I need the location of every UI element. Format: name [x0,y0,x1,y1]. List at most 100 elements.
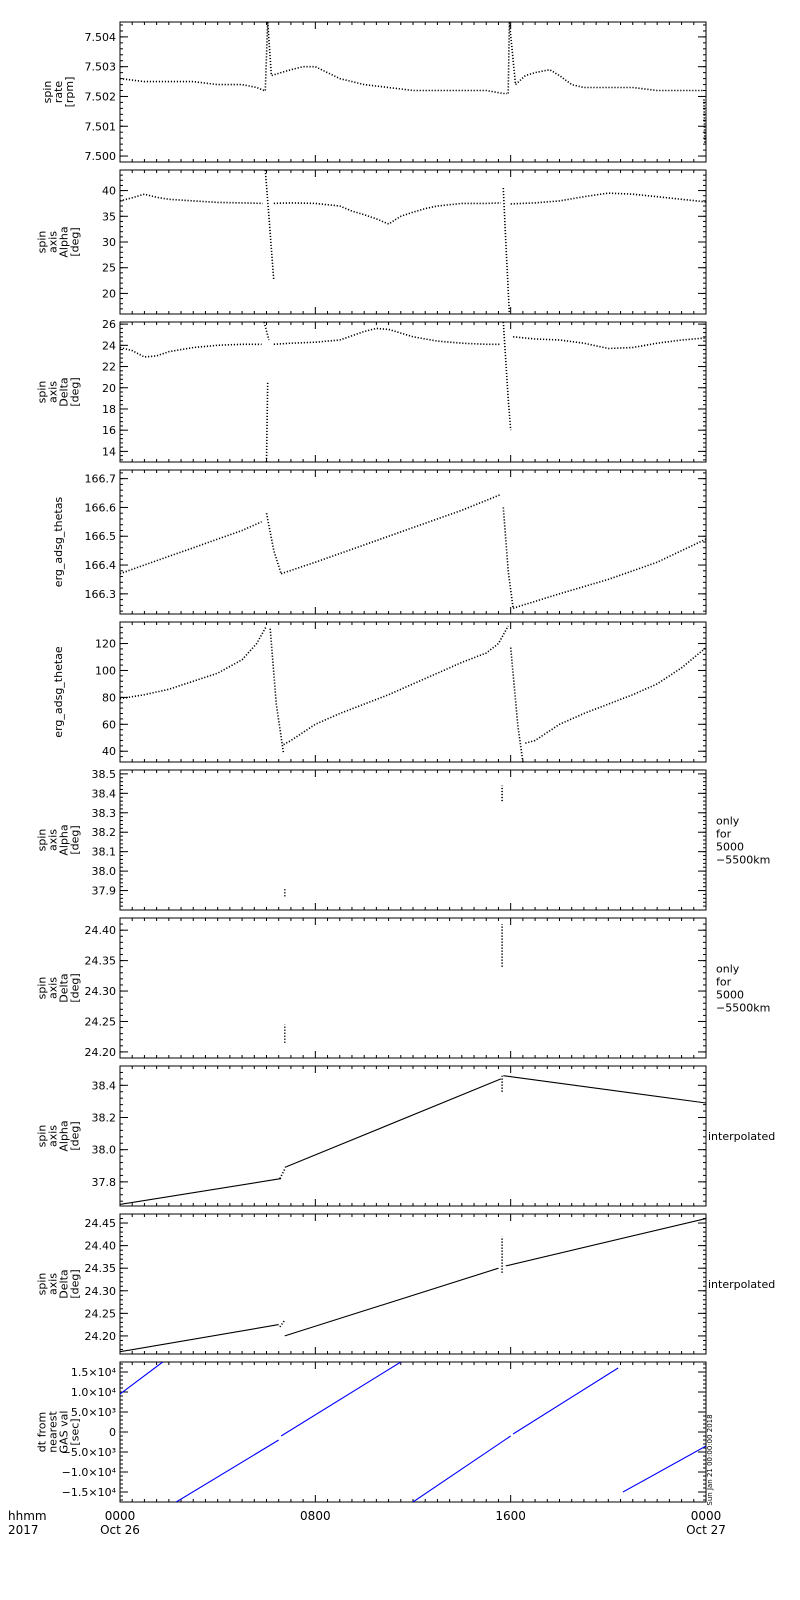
y-tick-label: 1.5×10⁴ [71,1366,117,1379]
y-axis-title: [rpm] [63,77,76,108]
data-group [120,1217,706,1353]
series-0-segment-2 [266,22,507,95]
y-axis-title: axis [47,231,60,253]
y-tick-label: 20 [102,287,116,300]
y-axis-title: spin [36,977,49,1000]
y-tick-label: 7.500 [85,150,117,163]
y-axis-title: [deg] [69,1121,82,1150]
x-tick-label: 1600 [495,1509,526,1523]
series-0-segment-4 [512,538,706,609]
y-axis-title: axis [47,1273,60,1295]
y-tick-label: −1.0×10⁴ [62,1466,117,1479]
side-note: for [716,828,732,841]
y-axis-title: dt from [36,1412,49,1452]
y-tick-label: 60 [102,718,116,731]
y-tick-label: 40 [102,745,116,758]
data-group [120,1362,706,1502]
panel-frame [119,169,707,315]
x-tick-date: Oct 27 [686,1523,726,1537]
y-axis-title: [deg] [69,825,82,854]
series-0-segment-1 [284,1267,499,1337]
series-0-segment-3 [509,647,524,762]
y-tick-label: −5.0×10³ [62,1446,116,1459]
y-tick-label: 24.40 [85,1240,117,1253]
y-axis-title: [deg] [69,227,82,256]
y-tick-label: 1.0×10⁴ [71,1386,117,1399]
panel-4: 40 60 80 100 120 erg_adsg_thetae [52,621,707,763]
series-0-segment-1 [265,513,282,574]
series-0-segment-0 [120,1324,279,1353]
series-0-segment-0 [120,1362,164,1395]
x-axis-title: hhmm [8,1509,47,1523]
series-0-segment-1 [284,1078,502,1168]
series-0-segment-4 [502,322,512,431]
y-axis-title: Alpha [58,824,71,855]
y-tick-label: 80 [102,691,116,704]
y-axis-title: axis [47,381,60,403]
y-tick-label: 38.0 [92,1144,117,1157]
series-0-segment-5 [513,336,706,350]
y-axis-title: rate [52,81,65,104]
y-tick-label: 166.7 [85,473,117,486]
data-group [283,924,503,1043]
data-group [120,22,706,145]
panel-9: −1.5×10⁴ −1.0×10⁴ −5.0×10³ 0 5.0×10³ 1.0×10⁴ 1… [36,1361,707,1503]
series-0-segment-2 [505,1217,706,1267]
y-tick-label: 166.4 [85,559,117,572]
y-tick-label: 22 [102,361,116,374]
y-axis-title: axis [47,829,60,851]
panel-frame [119,769,707,911]
panel-frame [119,1361,707,1503]
data-group [120,493,706,609]
y-axis-title: erg_adsg_thetas [52,497,65,588]
series-0-segment-2 [265,382,269,462]
y-tick-label: 38.2 [92,1111,117,1124]
y-axis-title: spin [36,381,49,404]
series-0-segment-2 [283,625,509,746]
series-0-segment-0 [120,1178,282,1205]
y-axis-title: GAS val [58,1411,71,1454]
y-axis-title: Alpha [58,226,71,257]
y-tick-label: 38.4 [92,787,117,800]
y-tick-label: 38.5 [92,768,117,781]
series-0-segment-1 [263,322,270,341]
series-0-segment-3 [502,187,511,314]
y-axis-title: axis [47,1125,60,1147]
series-0-segment-3 [502,507,514,609]
y-axis-title: [deg] [69,973,82,1002]
data-group [120,625,706,762]
y-axis-title: spin [36,1125,49,1148]
panel-8: 24.20 24.25 24.30 24.35 24.40 24.45 spinaxisDe… [36,1213,775,1355]
panel-frame [119,917,707,1059]
y-tick-label: 7.503 [85,61,117,74]
y-tick-label: 24 [102,339,116,352]
series-0-segment-3 [412,1435,512,1502]
series-0-segment-3 [273,327,501,346]
y-axis-title: Delta [58,1269,71,1298]
y-tick-label: 0 [109,1426,116,1439]
y-tick-label: 24.20 [85,1330,117,1343]
x-tick-label: 0000 [691,1509,722,1523]
series-0-segment-4 [508,22,704,92]
y-axis-title: [deg] [69,1269,82,1298]
series-0-segment-0 [120,77,265,92]
y-tick-label: 24.45 [85,1217,117,1230]
y-tick-label: −1.5×10⁴ [62,1486,117,1499]
y-tick-label: 7.501 [85,120,117,133]
y-axis-title: [sec] [69,1418,82,1445]
y-tick-label: 38.3 [92,807,117,820]
x-axis-year: 2017 [8,1523,39,1537]
y-tick-label: 120 [95,638,116,651]
y-tick-label: 25 [102,262,116,275]
series-1-segment-0 [279,1168,286,1179]
series-0-segment-2 [503,1075,706,1104]
panel-frame [119,621,707,763]
series-0-segment-5 [622,1445,706,1493]
panel-frame [119,21,707,163]
series-1-segment-0 [279,1319,286,1328]
y-tick-label: 100 [95,664,116,677]
y-tick-label: 38.2 [92,826,117,839]
